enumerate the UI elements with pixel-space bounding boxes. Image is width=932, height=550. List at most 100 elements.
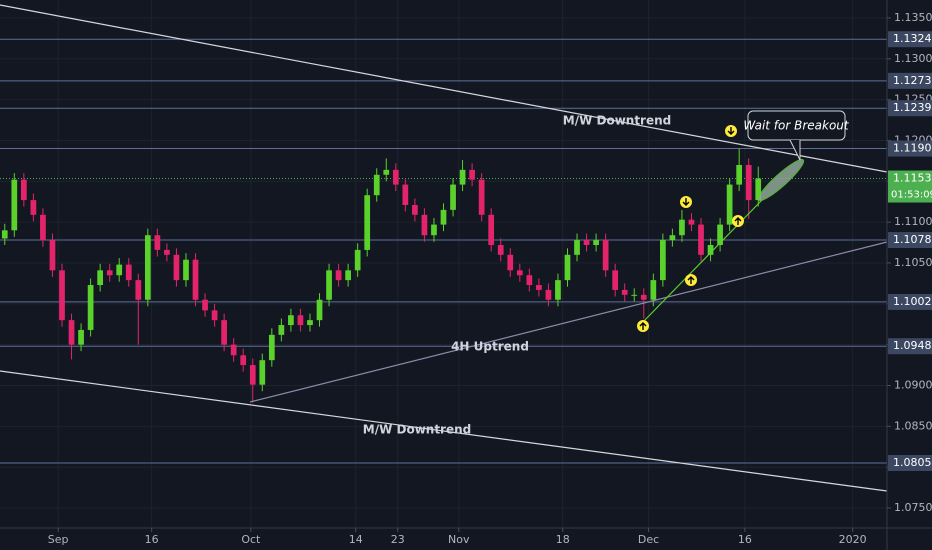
candle-body [717, 224, 723, 246]
candle-body [183, 259, 189, 281]
candle-body [249, 365, 256, 385]
x-tick-label: Nov [448, 533, 470, 546]
candle-body [660, 240, 666, 281]
level-tag [888, 338, 932, 355]
candle-body [288, 315, 294, 326]
candle-body [116, 264, 123, 276]
candle-body [431, 224, 437, 236]
candle-body [516, 270, 523, 276]
downtrend-line [0, 370, 888, 492]
candle-body [631, 294, 638, 296]
candle-body [154, 235, 161, 250]
candle-body [488, 214, 495, 246]
candle-body [87, 285, 94, 330]
candle-body [173, 254, 180, 281]
candle-body [602, 240, 609, 271]
annotation: 4H Uptrend [451, 340, 529, 354]
candle-body [478, 179, 485, 215]
level-label: 1.12730 [893, 74, 932, 87]
candle-body [221, 320, 227, 345]
arrow-down [680, 196, 692, 208]
candle-body [440, 209, 447, 225]
candle-body [669, 235, 676, 241]
candle-body [268, 334, 275, 361]
candle-body [545, 289, 552, 300]
candle-body [688, 219, 695, 225]
candle-body [536, 285, 542, 290]
level-label: 1.13240 [893, 32, 932, 45]
candle-body [59, 270, 65, 321]
candle-body [164, 249, 170, 255]
candle-body [736, 164, 743, 185]
candle-body [278, 325, 285, 335]
candle-body [307, 320, 313, 326]
y-tick-label: 1.07500 [894, 501, 932, 514]
candle-body [612, 270, 619, 290]
candle-body [640, 294, 647, 300]
candle-body [68, 320, 75, 345]
candle-body [259, 360, 266, 385]
x-tick-label: 16 [145, 533, 159, 546]
x-tick-label: 2020 [839, 533, 867, 546]
level-tag [888, 454, 932, 471]
candle-body [364, 195, 371, 250]
current-price-tag [888, 170, 932, 203]
candle-body [240, 355, 247, 366]
axis-labels: 1.135001.130001.125001.120001.115001.110… [48, 11, 932, 546]
candle-body [583, 240, 590, 246]
candle-body [383, 169, 390, 175]
candle-body [135, 280, 142, 300]
callout-text: Wait for Breakout [743, 119, 850, 133]
candle-body [698, 224, 704, 255]
candle-body [316, 299, 323, 321]
arrow-up [732, 215, 744, 227]
candle-body [125, 264, 132, 281]
candles [1, 148, 762, 403]
candle-body [755, 178, 762, 201]
annotation: M/W Downtrend [563, 114, 672, 128]
arrow-down [725, 125, 737, 137]
time-axis [0, 528, 932, 550]
candle-body [469, 169, 475, 180]
candle-body [230, 344, 237, 356]
candle-body [392, 169, 399, 185]
level-tag [888, 140, 932, 157]
countdown: 01:53:09 [891, 190, 932, 201]
candle-body [354, 249, 361, 271]
candle-body [202, 299, 208, 311]
candle-body [526, 275, 533, 286]
y-tick-label: 1.10500 [894, 256, 932, 269]
candle-body [144, 235, 151, 300]
level-label: 1.10023 [893, 295, 932, 308]
y-tick-label: 1.09000 [894, 378, 932, 391]
candle-body [30, 200, 37, 215]
x-tick-label: Oct [241, 533, 261, 546]
annotation: M/W Downtrend [363, 423, 472, 437]
candle-body [97, 270, 104, 286]
drawings: Wait for Breakout M/W Downtrend 4H Uptre… [0, 4, 888, 492]
level-tag [888, 293, 932, 310]
candle-body [402, 184, 409, 205]
candle-body [650, 280, 657, 300]
level-tag [888, 100, 932, 117]
candle-body [297, 315, 304, 326]
y-tick-label: 1.13500 [894, 11, 932, 24]
uptrend-line [249, 241, 888, 403]
callout-pointer [789, 139, 801, 161]
candle-body [497, 245, 504, 255]
level-tag [888, 232, 932, 249]
x-tick-label: 16 [738, 533, 752, 546]
x-tick-label: 14 [349, 533, 363, 546]
candle-body [507, 254, 514, 271]
candle-body [707, 245, 714, 255]
candle-body [49, 240, 56, 271]
candle-body [574, 240, 580, 255]
candle-body [40, 214, 46, 241]
breakout-zone [757, 158, 805, 202]
candle-body [1, 230, 8, 239]
candle-body [373, 174, 380, 196]
